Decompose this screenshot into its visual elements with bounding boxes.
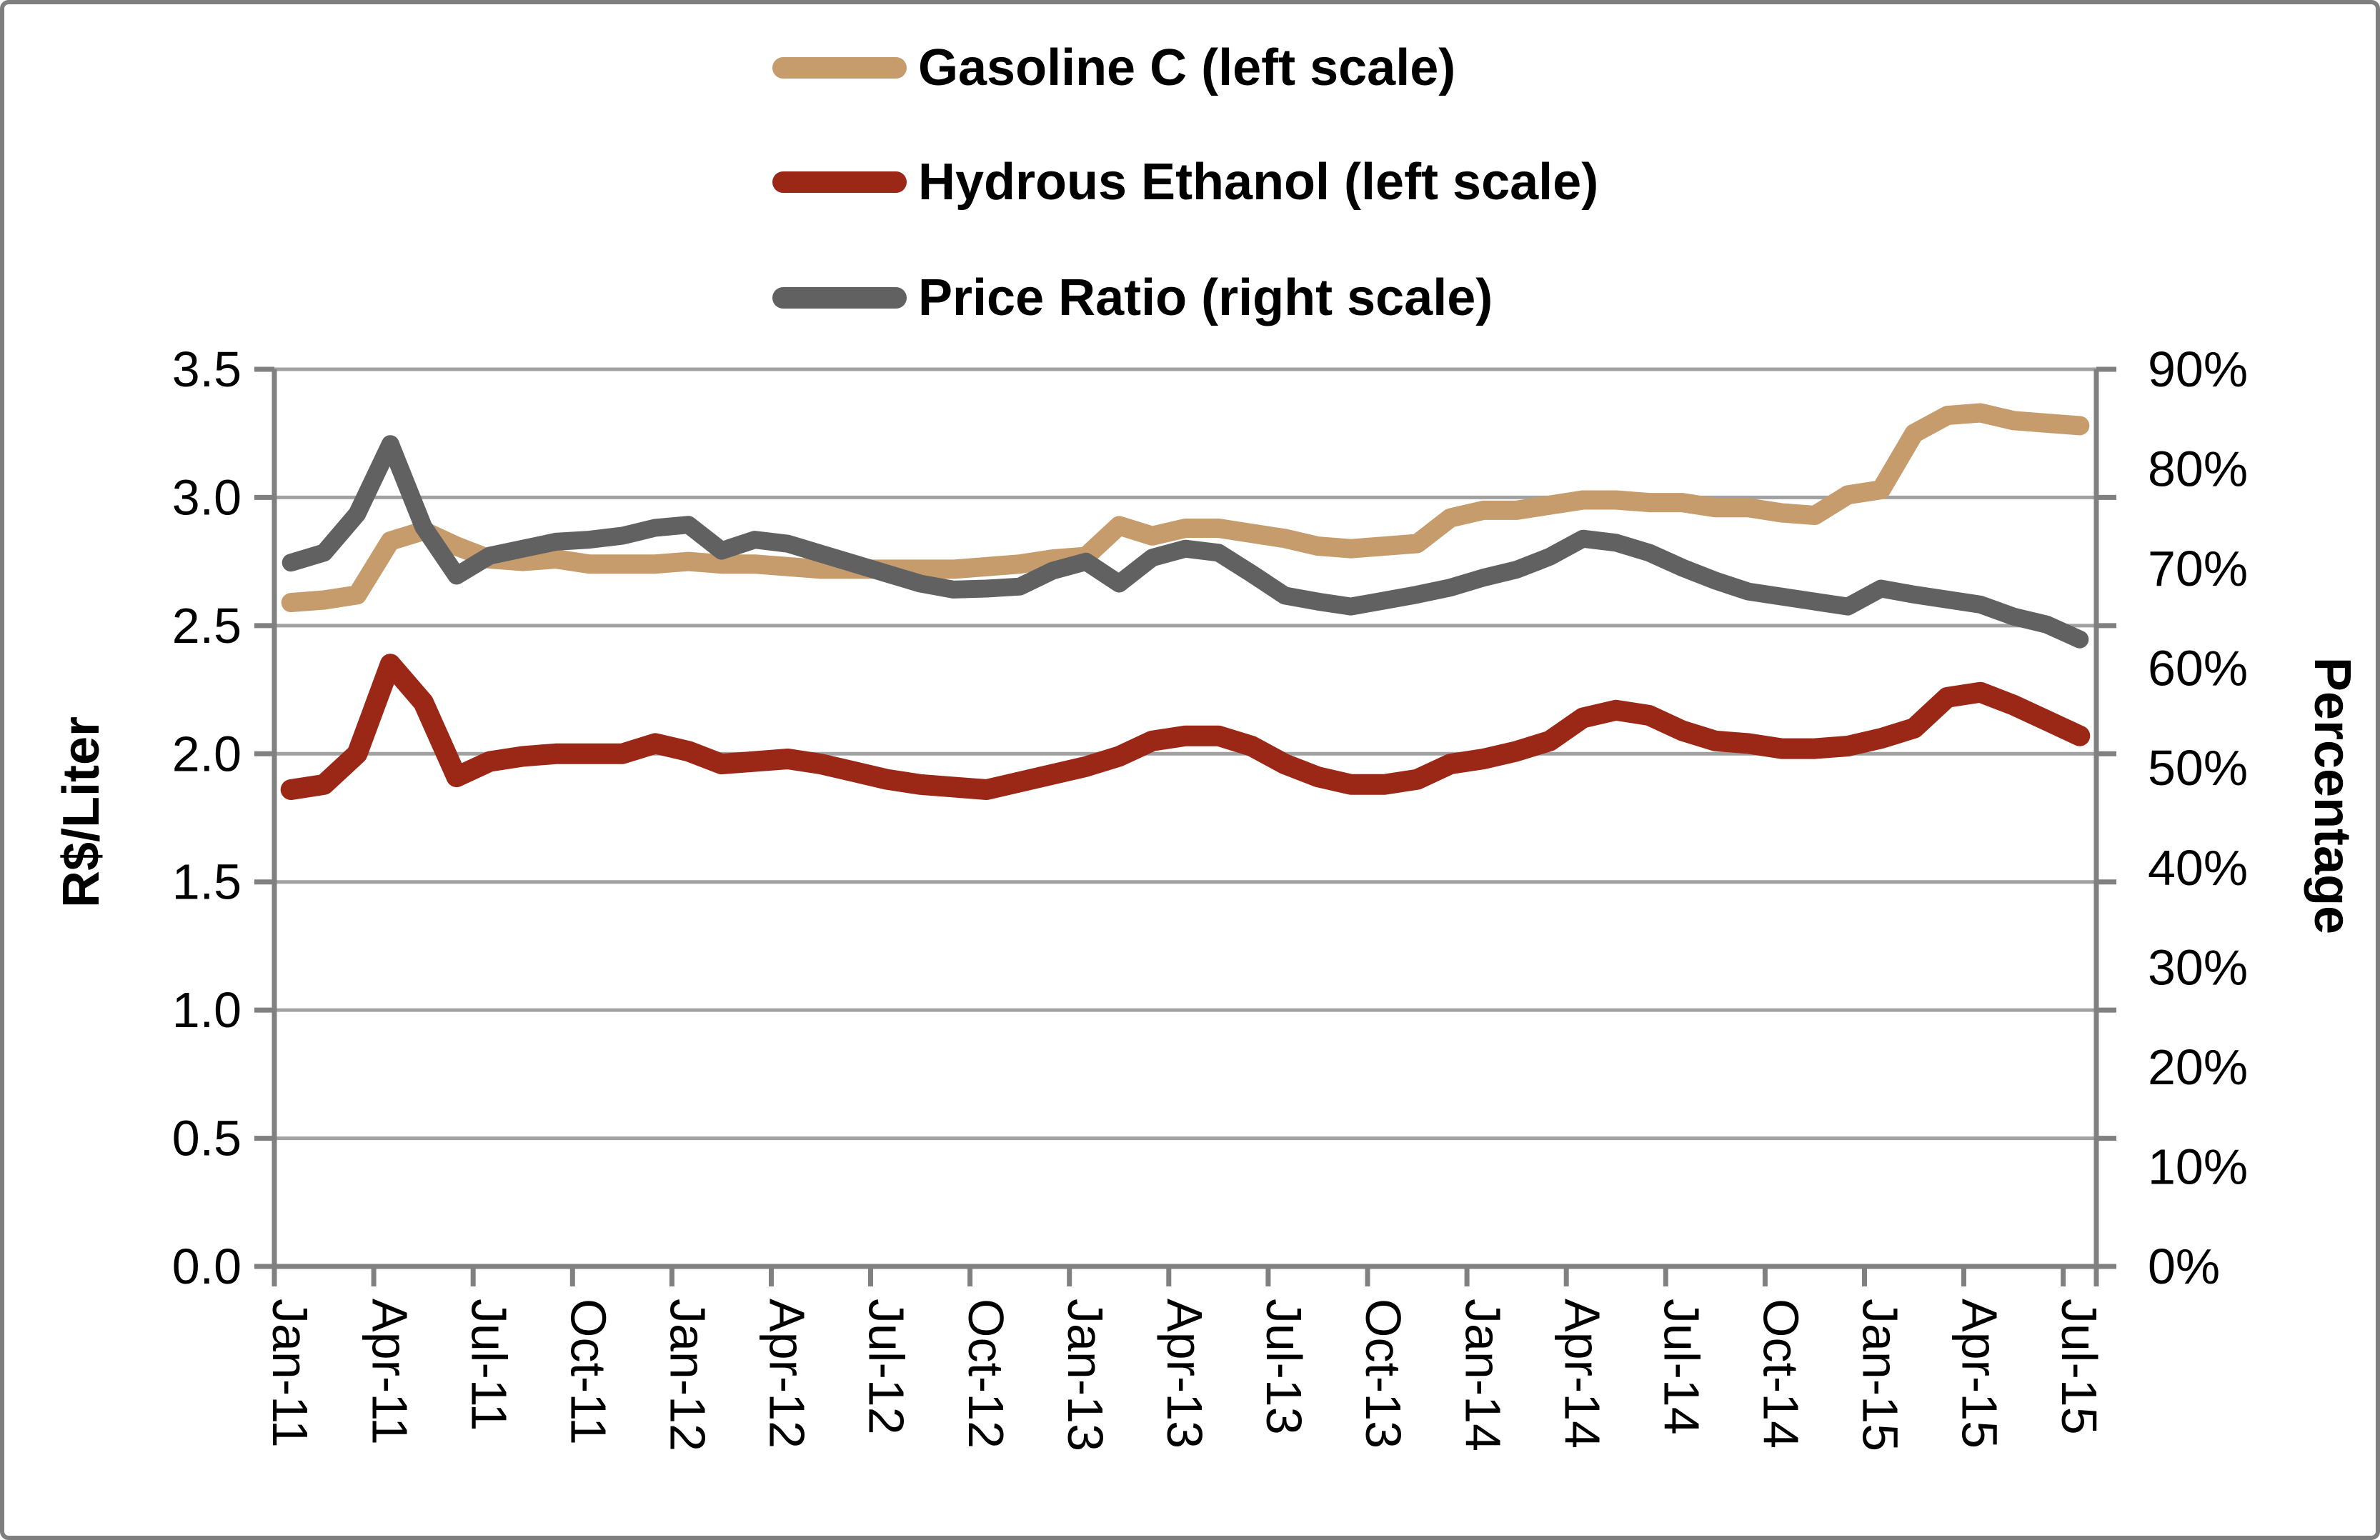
x-axis-tick-label: Apr-11	[362, 1299, 417, 1445]
legend-swatch-gasoline-icon	[772, 57, 907, 79]
x-axis-tick-label: Oct-14	[1753, 1299, 1809, 1449]
x-axis-tick-label: Jul-11	[461, 1299, 517, 1431]
right-axis-tick-label: 50%	[2148, 740, 2248, 796]
right-axis-title: Percentage	[2304, 657, 2361, 934]
left-axis-tick-label: 1.0	[172, 982, 242, 1038]
left-axis-tick-label: 0.0	[172, 1239, 242, 1294]
legend-item-price-ratio: Price Ratio (right scale)	[772, 255, 1493, 341]
x-axis-tick-label: Apr-15	[1952, 1299, 2008, 1449]
left-axis-tick-label: 1.5	[172, 854, 242, 910]
right-axis-tick-label: 70%	[2148, 541, 2248, 596]
x-axis-tick-label: Jan-13	[1057, 1299, 1113, 1451]
x-axis-tick-label: Jul-13	[1256, 1299, 1312, 1435]
legend-swatch-price-ratio-icon	[772, 287, 907, 309]
x-axis-tick-label: Jul-12	[859, 1299, 915, 1435]
right-axis-tick-label: 10%	[2148, 1139, 2248, 1194]
axis-labels: 3.5 3.0 2.5 2.0 1.5 1.0 0.5 0.0 90% 80% 70% 60% 50% 4…	[172, 341, 2248, 1451]
x-axis-tick-label: Jan-14	[1455, 1299, 1510, 1451]
line-chart-canvas: 3.5 3.0 2.5 2.0 1.5 1.0 0.5 0.0 90% 80% 70% 60% 50% 4…	[53, 341, 2361, 1451]
legend-swatch-hydrous-ethanol-icon	[772, 171, 907, 193]
legend-item-gasoline: Gasoline C (left scale)	[772, 25, 1455, 111]
x-axis-tick-label: Jul-14	[1654, 1299, 1710, 1435]
x-axis-tick-label: Oct-13	[1355, 1299, 1411, 1449]
x-axis-tick-label: Jan-11	[262, 1299, 318, 1448]
left-axis-tick-label: 2.5	[172, 598, 242, 654]
right-axis-tick-label: 60%	[2148, 641, 2248, 696]
right-axis-tick-label: 20%	[2148, 1039, 2248, 1095]
legend-label-gasoline: Gasoline C (left scale)	[918, 39, 1456, 96]
left-axis-tick-label: 3.0	[172, 469, 242, 525]
right-axis-tick-label: 90%	[2148, 341, 2248, 397]
legend-label-hydrous-ethanol: Hydrous Ethanol (left scale)	[918, 154, 1599, 211]
left-axis-tick-label: 2.0	[172, 726, 242, 781]
right-axis-tick-label: 0%	[2148, 1239, 2220, 1294]
x-axis-tick-label: Apr-12	[760, 1299, 815, 1449]
series-line-price-ratio-right-scale	[282, 435, 2089, 649]
left-axis-tick-label: 3.5	[172, 341, 242, 397]
x-axis-tick-label: Apr-14	[1554, 1299, 1610, 1449]
x-axis-tick-label: Jan-12	[660, 1299, 716, 1451]
x-axis-tick-label: Apr-13	[1157, 1299, 1213, 1449]
right-axis-tick-label: 40%	[2148, 840, 2248, 896]
axes	[254, 366, 2116, 1286]
left-axis-title: R$/Liter	[53, 716, 110, 908]
right-axis-tick-label: 30%	[2148, 939, 2248, 995]
legend-label-price-ratio: Price Ratio (right scale)	[918, 269, 1493, 326]
x-axis-tick-label: Oct-11	[561, 1299, 617, 1445]
x-axis-tick-label: Jul-15	[2051, 1299, 2107, 1435]
left-axis-tick-label: 0.5	[172, 1111, 242, 1166]
series-line-hydrous-ethanol-left-scale	[280, 654, 2091, 800]
right-axis-tick-label: 80%	[2148, 441, 2248, 497]
series-line-gasoline-c-left-scale	[281, 403, 2090, 613]
x-axis-tick-label: Oct-12	[958, 1299, 1014, 1449]
legend-item-hydrous-ethanol: Hydrous Ethanol (left scale)	[772, 139, 1598, 225]
x-axis-tick-label: Jan-15	[1853, 1299, 1908, 1451]
